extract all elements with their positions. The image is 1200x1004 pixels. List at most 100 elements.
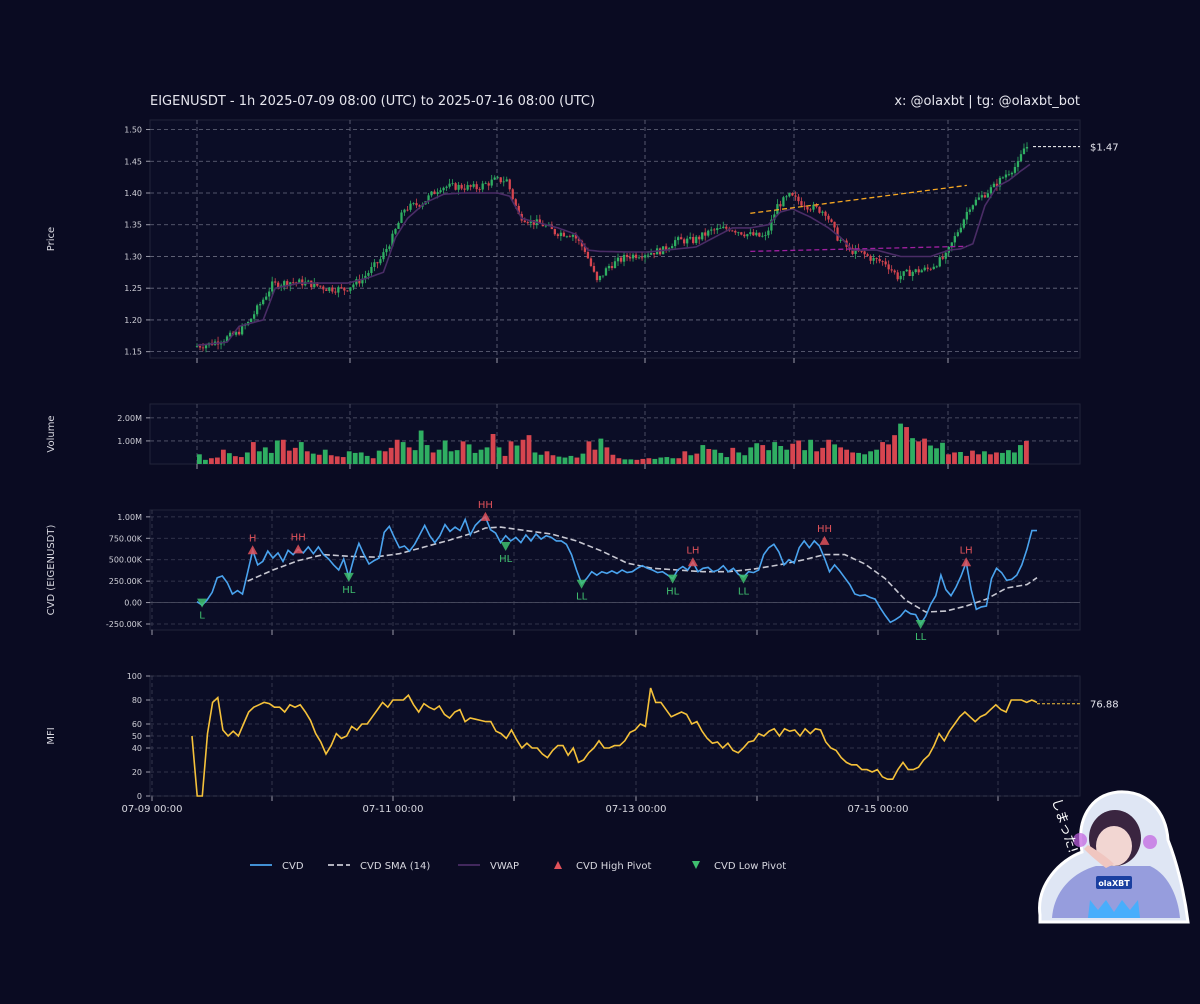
candle-body: [502, 181, 505, 183]
candle-body: [631, 254, 635, 259]
candle-body: [827, 215, 830, 220]
volume-bar: [814, 451, 820, 464]
volume-bar: [676, 458, 682, 464]
volume-bar: [406, 447, 412, 464]
candle-body: [670, 246, 674, 249]
volume-bar: [220, 449, 226, 464]
volume-bar: [1024, 440, 1029, 464]
candle-body: [731, 230, 734, 232]
candle-body: [815, 204, 818, 207]
candle-body: [863, 251, 866, 255]
mascot-badge: [1096, 876, 1132, 889]
candle-body: [1001, 177, 1005, 179]
candle-body: [499, 177, 502, 183]
volume-bar: [550, 455, 556, 464]
candle-body: [866, 254, 869, 256]
candle-body: [204, 345, 208, 349]
volume-bar: [382, 451, 388, 464]
volume-bar: [628, 459, 634, 464]
candle-body: [932, 266, 935, 270]
price-ytick-label-2: 1.25: [124, 284, 142, 293]
cvd-low-pivot: [343, 572, 354, 582]
candle-body: [484, 183, 487, 185]
volume-bar: [868, 451, 873, 464]
cvd-low-pivot: [915, 620, 926, 629]
volume-bar: [502, 455, 508, 464]
volume-bar: [916, 441, 921, 464]
candle-body: [337, 287, 340, 293]
volume-bar: [664, 457, 670, 464]
cvd-low-pivot: [576, 579, 587, 589]
candle-body: [905, 269, 908, 272]
volume-bar: [958, 452, 963, 464]
mfi-line: [191, 687, 1038, 797]
candle-body: [478, 189, 481, 190]
candle-body: [686, 238, 689, 244]
volume-bar: [358, 452, 364, 464]
volume-bar: [328, 455, 334, 464]
candle-body: [893, 270, 896, 273]
candle-body: [713, 229, 716, 231]
candle-body: [277, 282, 280, 288]
mfi-ytick-label-1: 20: [132, 768, 142, 777]
candle-body: [526, 222, 529, 224]
candle-body: [433, 191, 436, 195]
legend-label-pivot_high: CVD High Pivot: [576, 861, 651, 872]
candle-body: [388, 246, 391, 249]
volume-bar: [862, 454, 867, 464]
cvd-axis-label: CVD (EIGENUSDT): [46, 525, 57, 616]
volume-bar: [790, 443, 796, 464]
volume-bar: [436, 449, 442, 464]
candle-body: [532, 220, 535, 225]
volume-bar: [880, 442, 885, 464]
volume-bar: [388, 447, 394, 464]
cvd-pivot-label: H: [249, 533, 257, 544]
candle-body: [746, 234, 749, 237]
price-ytick-label-0: 1.15: [124, 348, 142, 357]
volume-bar: [604, 447, 610, 464]
candle-body: [448, 183, 451, 187]
candle-body: [391, 233, 394, 247]
cvd-frame: [149, 509, 1081, 631]
volume-bar: [934, 448, 939, 464]
legend-label-vwap: VWAP: [490, 861, 519, 872]
candle-body: [571, 234, 575, 237]
volume-bar: [952, 452, 957, 464]
candle-body: [307, 280, 310, 282]
candle-body: [926, 267, 929, 269]
candle-body: [634, 254, 638, 258]
candle-body: [791, 192, 794, 196]
volume-bar: [946, 454, 951, 464]
volume-bar: [256, 451, 262, 464]
candle-body: [950, 242, 953, 247]
trendline-upper: [750, 184, 967, 214]
candle-body: [737, 232, 740, 234]
candle-body: [259, 304, 262, 306]
volume-bar: [694, 453, 700, 464]
mascot-glow-icon: [1073, 833, 1087, 847]
candle-body: [992, 183, 996, 188]
candle-body: [803, 205, 806, 207]
candle-body: [839, 239, 842, 241]
cvd-pivot-label: L: [199, 611, 205, 622]
candle-body: [529, 220, 532, 224]
volume-bar: [634, 459, 640, 464]
mascot-caption: しまった!: [1048, 797, 1080, 856]
volume-bar: [316, 454, 322, 464]
volume-bar: [376, 450, 382, 464]
cvd-low-pivot: [667, 574, 678, 584]
candle-body: [418, 205, 421, 207]
volume-bar: [682, 451, 688, 464]
volume-bar: [712, 449, 718, 464]
candle-body: [884, 261, 887, 265]
candle-body: [622, 254, 626, 262]
candle-body: [508, 179, 511, 190]
volume-bar: [808, 439, 814, 464]
cvd-ytick-label-4: 0.00: [124, 599, 142, 608]
candle-body: [917, 269, 920, 273]
legend: CVD CVD SMA (14) VWAP CVD High Pivot CVD Low…: [250, 861, 786, 872]
volume-bar: [982, 451, 987, 464]
volume-bar: [280, 439, 286, 464]
volume-bar: [646, 458, 652, 464]
cvd-high-pivot: [247, 545, 258, 555]
